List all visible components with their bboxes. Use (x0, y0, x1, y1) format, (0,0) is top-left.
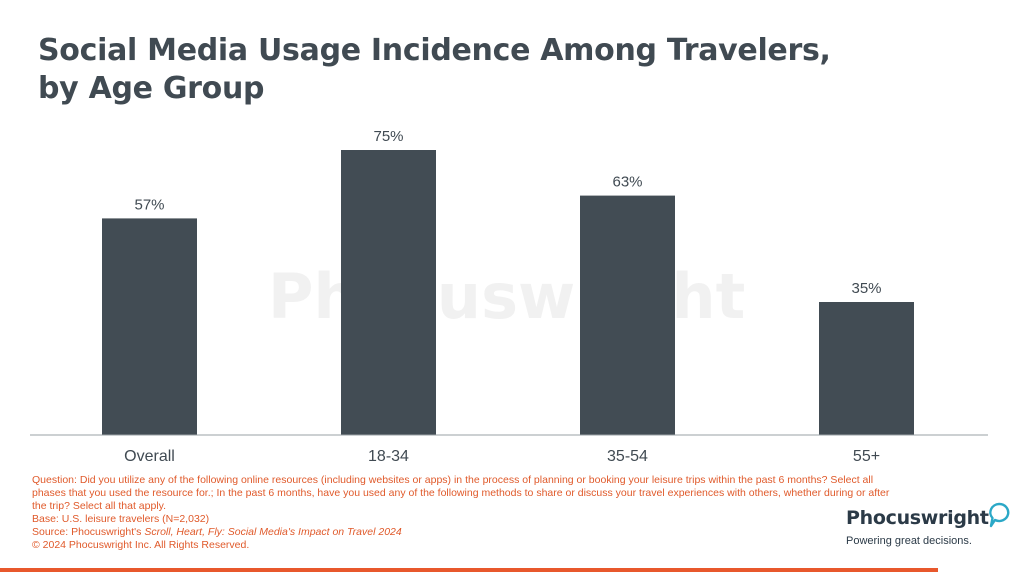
value-label: 63% (612, 174, 642, 191)
chart-title: Social Media Usage Incidence Among Trave… (38, 32, 938, 108)
value-label: 35% (851, 280, 881, 297)
chart-title-line-1: Social Media Usage Incidence Among Trave… (38, 33, 831, 68)
category-label: 55+ (853, 448, 880, 465)
logo-tagline: Powering great decisions. (846, 535, 972, 547)
chart-title-line-2: by Age Group (38, 71, 265, 106)
phocuswright-logo: Phocuswright Powering great decisions. (846, 502, 1016, 551)
bar-chart: Phocuswright 57%Overall75%18-3463%35-543… (30, 128, 988, 465)
bar-35-54 (580, 195, 675, 435)
speech-bubble-icon (989, 502, 1010, 528)
base-note: Base: U.S. leisure travelers (N=2,032) (32, 513, 210, 525)
logo-name: Phocuswright (846, 507, 989, 529)
bar-18-34 (341, 150, 436, 435)
footer-accent-bar (0, 568, 938, 572)
bar-55+ (819, 302, 914, 435)
source-note: Source: Phocuswright's Scroll, Heart, Fl… (32, 526, 902, 539)
value-label: 75% (373, 128, 403, 145)
category-label: Overall (124, 448, 175, 465)
value-label: 57% (134, 196, 164, 213)
chart-notes: Question: Did you utilize any of the fol… (32, 474, 902, 552)
category-label: 18-34 (368, 448, 409, 465)
source-title: Scroll, Heart, Fly: Social Media's Impac… (144, 526, 402, 538)
question-note: Question: Did you utilize any of the fol… (32, 474, 890, 512)
source-prefix: Source: Phocuswright's (32, 526, 145, 538)
bar-Overall (102, 218, 197, 435)
category-label: 35-54 (607, 448, 648, 465)
copyright-note: © 2024 Phocuswright Inc. All Rights Rese… (32, 539, 250, 551)
